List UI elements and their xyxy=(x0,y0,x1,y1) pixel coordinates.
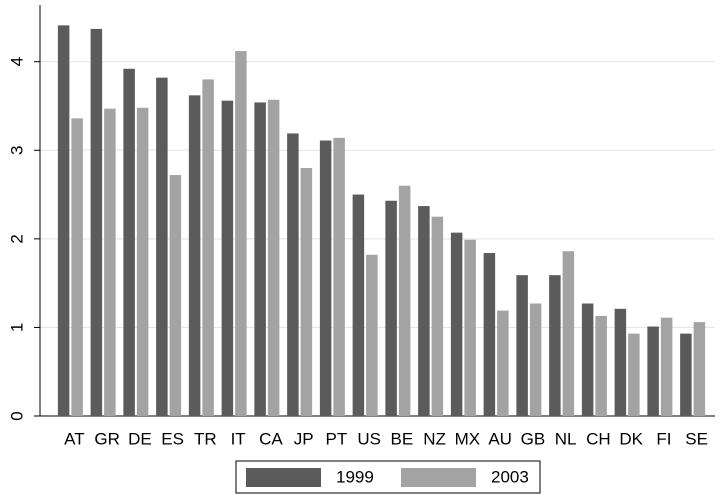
bar xyxy=(267,99,280,416)
bar xyxy=(581,303,594,416)
y-tick-label: 0 xyxy=(7,411,26,420)
x-tick-label: ES xyxy=(161,429,184,448)
bar xyxy=(529,303,542,416)
legend-label: 1999 xyxy=(336,467,374,486)
x-tick-label: DE xyxy=(128,429,152,448)
x-tick-label: IT xyxy=(231,429,246,448)
y-tick-label: 2 xyxy=(7,234,26,243)
x-tick-label: GR xyxy=(94,429,120,448)
bar xyxy=(562,251,575,416)
legend-swatch xyxy=(401,468,476,487)
x-tick-label: NL xyxy=(555,429,577,448)
x-tick-label: AU xyxy=(488,429,512,448)
bar xyxy=(156,77,168,417)
bar xyxy=(90,28,103,416)
bar xyxy=(57,25,70,417)
bar xyxy=(169,175,182,416)
bar xyxy=(464,239,476,416)
bar xyxy=(123,68,135,416)
bar xyxy=(333,137,345,416)
bar xyxy=(680,333,692,416)
bar xyxy=(71,118,83,417)
x-tick-label: MX xyxy=(455,429,481,448)
bar xyxy=(398,185,411,416)
bar xyxy=(366,254,378,416)
x-tick-label: CA xyxy=(259,429,283,448)
legend-swatch xyxy=(246,468,321,487)
bar xyxy=(516,275,528,416)
x-tick-label: GB xyxy=(521,429,546,448)
bar xyxy=(614,308,627,416)
bar xyxy=(202,79,214,416)
y-tick-label: 4 xyxy=(7,57,26,66)
bar xyxy=(104,108,116,416)
x-tick-label: TR xyxy=(194,429,217,448)
bar xyxy=(221,100,234,417)
bar xyxy=(497,310,509,416)
bar xyxy=(235,51,247,417)
x-tick-label: US xyxy=(357,429,381,448)
bar xyxy=(450,232,463,416)
y-tick-label: 3 xyxy=(7,146,26,155)
bar xyxy=(431,216,444,416)
x-tick-label: SE xyxy=(685,429,708,448)
x-tick-label: AT xyxy=(64,429,84,448)
x-tick-label: FI xyxy=(656,429,671,448)
bar xyxy=(660,317,673,416)
bar xyxy=(136,107,149,416)
x-tick-label: PT xyxy=(326,429,348,448)
bar xyxy=(483,253,496,416)
x-tick-label: BE xyxy=(391,429,414,448)
x-tick-label: CH xyxy=(586,429,611,448)
bar xyxy=(385,200,397,416)
y-tick-label: 1 xyxy=(7,323,26,332)
bar xyxy=(254,102,266,416)
bar xyxy=(319,140,332,416)
bar xyxy=(595,315,607,416)
bar xyxy=(352,194,365,416)
bar xyxy=(300,167,313,416)
bar xyxy=(418,206,430,416)
bar xyxy=(647,326,659,416)
x-tick-label: DK xyxy=(619,429,643,448)
bar xyxy=(287,133,299,416)
legend-label: 2003 xyxy=(491,467,529,486)
x-tick-label: JP xyxy=(294,429,314,448)
bar xyxy=(549,275,561,416)
x-tick-label: NZ xyxy=(423,429,446,448)
bar xyxy=(693,322,706,416)
bar xyxy=(628,333,640,416)
bar xyxy=(188,95,201,417)
